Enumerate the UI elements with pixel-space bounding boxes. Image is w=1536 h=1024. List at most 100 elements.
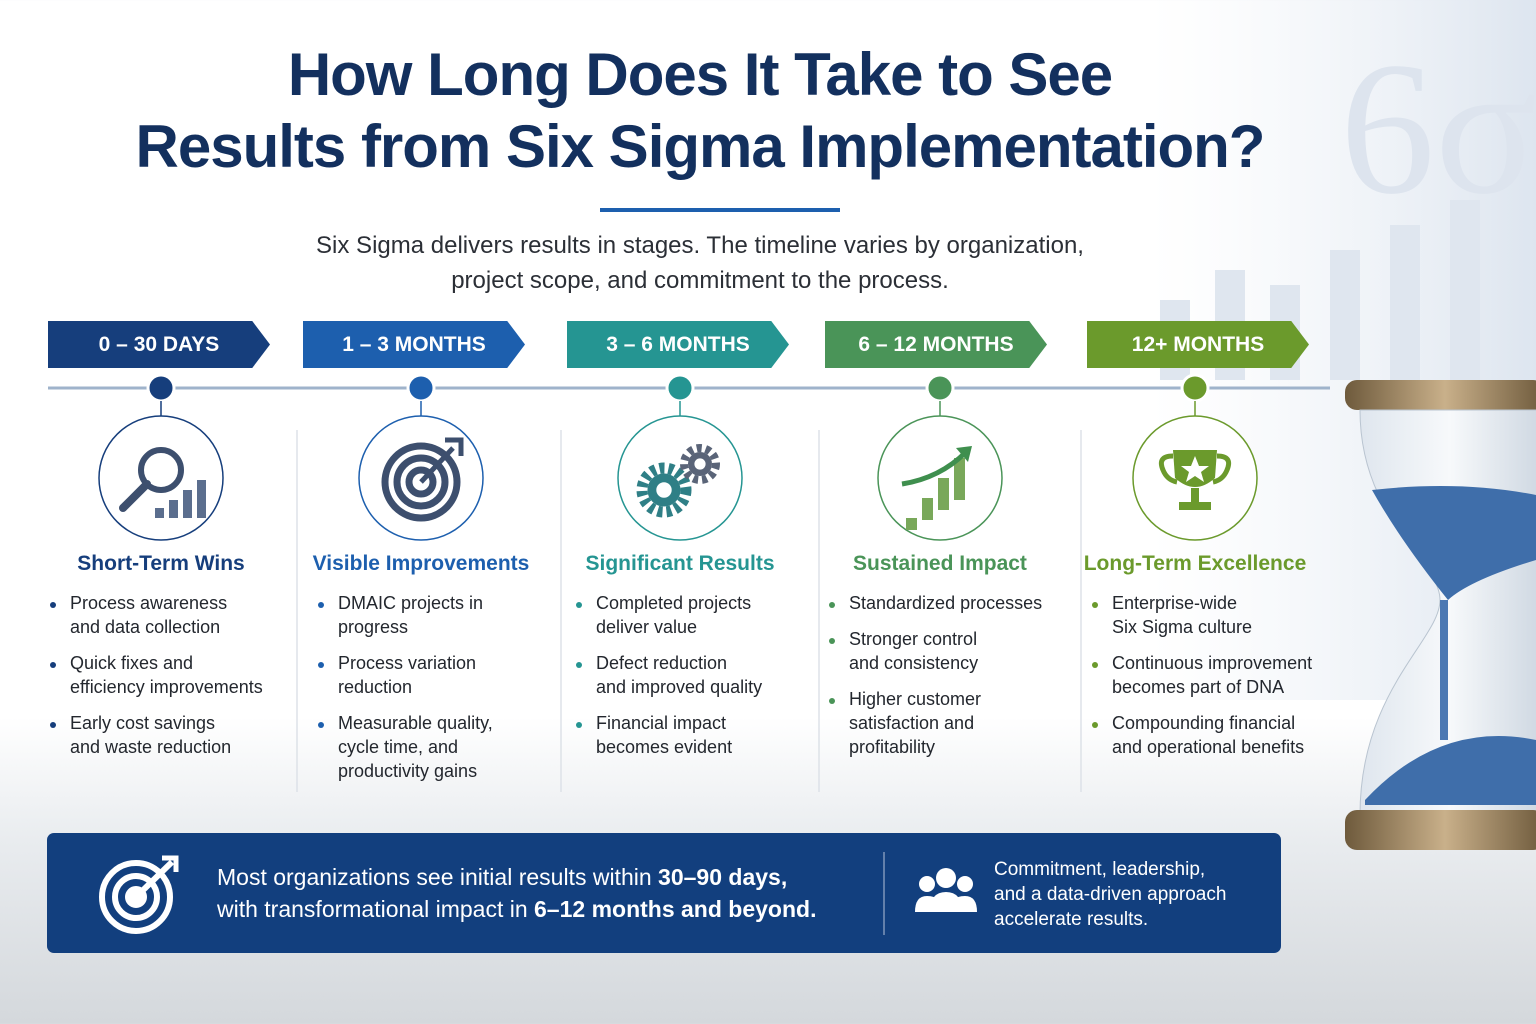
timeline-dot (925, 373, 955, 403)
bullet-dot (50, 662, 56, 668)
stage-heading: Visible Improvements (312, 552, 530, 575)
icon (636, 462, 692, 518)
icon-ring (98, 415, 224, 541)
icon (1191, 488, 1199, 502)
timeline-dot (146, 373, 176, 403)
bullet-text: satisfaction and (849, 713, 975, 733)
timeline-dot (406, 373, 436, 403)
hourglass (1345, 380, 1536, 850)
icon (687, 452, 713, 477)
bullet-text: Higher customer (849, 689, 982, 709)
icon (647, 473, 681, 507)
icon (906, 518, 917, 530)
bullet-text: reduction (338, 677, 413, 697)
bullet-text: Process variation (338, 653, 477, 673)
period-banner: 6 – 12 MONTHS (825, 321, 1047, 368)
title-underline (600, 208, 840, 212)
period-banner: 3 – 6 MONTHS (567, 321, 789, 368)
bullet-dot (50, 602, 56, 608)
stage-heading: Short-Term Wins (77, 552, 245, 575)
summary-highlight: 6–12 months and beyond. (534, 896, 817, 922)
bullet-text: Completed projects (596, 593, 752, 613)
stage-icon (119, 447, 206, 518)
footer-target-icon (99, 855, 179, 934)
icon (954, 458, 965, 500)
stage-heading: Sustained Impact (853, 552, 1027, 575)
summary-text: Most organizations see initial results w… (217, 864, 659, 890)
period-banner: 12+ MONTHS (1087, 321, 1309, 368)
bullet-text: Six Sigma culture (1112, 617, 1253, 637)
bullet-dot (50, 722, 56, 728)
bullet-text: productivity gains (338, 761, 478, 781)
bullet-text: Financial impact (596, 713, 727, 733)
icon (419, 446, 455, 484)
bullet-text: and waste reduction (70, 737, 232, 757)
icon (119, 480, 151, 512)
bullet-dot (829, 602, 835, 608)
bullet-text: efficiency improvements (70, 677, 263, 697)
title-line: How Long Does It Take to See (287, 41, 1113, 108)
period-banner: 1 – 3 MONTHS (303, 321, 525, 368)
bullet-text: profitability (849, 737, 936, 757)
title-line: Results from Six Sigma Implementation? (135, 113, 1266, 180)
bullet-text: Defect reduction (596, 653, 728, 673)
bullet-text: Compounding financial (1112, 713, 1296, 733)
icon (405, 466, 437, 498)
icon-ring (617, 415, 743, 541)
bullet-dot (576, 662, 582, 668)
background-bars (1160, 200, 1480, 380)
period-banner: 0 – 30 DAYS (48, 321, 270, 368)
summary-text: with transformational impact in (217, 896, 535, 922)
note-line: accelerate results. (994, 909, 1149, 930)
bullet-text: becomes evident (596, 737, 733, 757)
summary-highlight: 30–90 days, (658, 864, 788, 890)
icon (138, 447, 184, 493)
bullet-text: deliver value (596, 617, 698, 637)
bullet-dot (318, 722, 324, 728)
icon-ring (358, 415, 484, 541)
bullet-text: cycle time, and (338, 737, 459, 757)
icon (183, 490, 192, 518)
timeline-dot (665, 373, 695, 403)
icon (445, 437, 464, 456)
icon (938, 478, 949, 510)
stage-icon (636, 444, 720, 518)
subtitle-line: project scope, and commitment to the pro… (451, 267, 949, 294)
bullet-dot (318, 602, 324, 608)
icon (155, 508, 164, 518)
watermark: 6σ (1340, 24, 1536, 234)
bullet-text: Early cost savings (70, 713, 216, 733)
icon (381, 442, 461, 522)
summary-line: Most organizations see initial results w… (217, 864, 787, 891)
subtitle-line: Six Sigma delivers results in stages. Th… (316, 232, 1084, 259)
icon (680, 444, 720, 484)
bullet-dot (576, 602, 582, 608)
stage-heading: Significant Results (585, 552, 775, 575)
bullet-dot (1092, 662, 1098, 668)
stage-icon (381, 437, 464, 522)
icon (956, 446, 972, 462)
bullet-dot (576, 722, 582, 728)
bullet-dot (829, 638, 835, 644)
bullet-text: Measurable quality, (338, 713, 493, 733)
icon (1179, 502, 1211, 510)
bullet-dot (1092, 602, 1098, 608)
bullet-text: and operational benefits (1112, 737, 1305, 757)
bullet-text: Stronger control (849, 629, 978, 649)
footer-box (47, 833, 1281, 953)
bullet-text: Standardized processes (849, 593, 1043, 613)
bullet-text: and improved quality (596, 677, 763, 697)
bullet-text: and consistency (849, 653, 979, 673)
stage-icon (1158, 450, 1232, 510)
bullet-text: and data collection (70, 617, 221, 637)
bullet-text: Continuous improvement (1112, 653, 1313, 673)
timeline-dot (1180, 373, 1210, 403)
summary-line: with transformational impact in 6–12 mon… (217, 896, 816, 923)
bullet-text: Quick fixes and (70, 653, 194, 673)
bullet-text: progress (338, 617, 409, 637)
icon (197, 480, 206, 518)
note-line: Commitment, leadership, (994, 859, 1206, 880)
bullet-text: DMAIC projects in (338, 593, 484, 613)
